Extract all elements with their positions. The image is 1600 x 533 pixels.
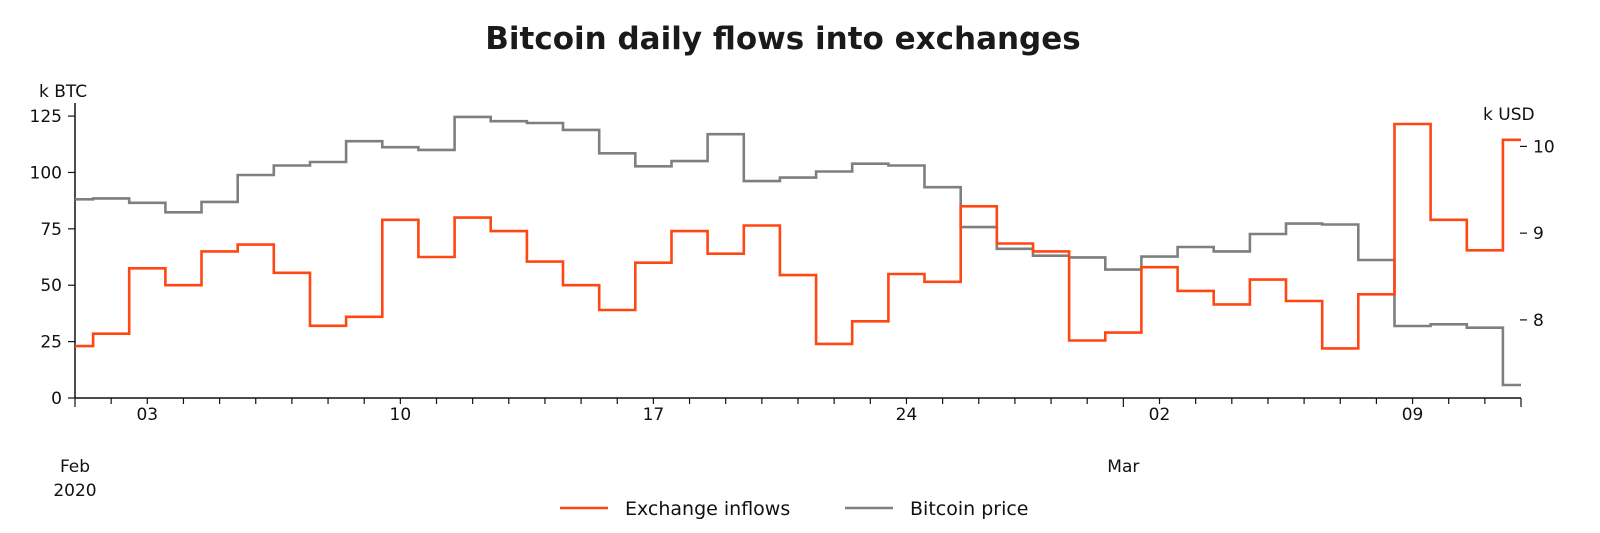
chart-title: Bitcoin daily flows into exchanges — [485, 21, 1080, 57]
x-month-label: 2020 — [53, 481, 96, 501]
y-left-tick-label: 125 — [30, 107, 62, 127]
x-tick-label: 24 — [896, 405, 918, 425]
x-tick-label: 10 — [390, 405, 412, 425]
legend: Exchange inflows Bitcoin price — [560, 498, 1028, 520]
x-month-label: Feb — [60, 457, 90, 477]
legend-label-exchange-inflows: Exchange inflows — [625, 498, 790, 520]
x-tick-label: 02 — [1149, 405, 1171, 425]
y-axis-right-label: k USD — [1483, 105, 1535, 125]
y-left-tick-label: 75 — [40, 220, 62, 240]
series-exchange-inflows — [75, 122, 1521, 350]
y-axis-left-label: k BTC — [39, 82, 87, 102]
x-tick-label: 17 — [643, 405, 665, 425]
legend-label-bitcoin-price: Bitcoin price — [910, 498, 1028, 520]
y-left-tick-label: 100 — [30, 163, 62, 183]
series-bitcoin-price — [75, 115, 1521, 387]
x-tick-label: 09 — [1402, 405, 1424, 425]
y-left-tick-label: 0 — [51, 389, 62, 409]
y-left-tick-label: 50 — [40, 276, 62, 296]
axes: 0 25 50 75 100 125 8 9 10 03 10 17 24 02 09 Feb 2020 Mar — [30, 103, 1555, 501]
y-left-tick-label: 25 — [40, 333, 62, 353]
series-layer — [75, 115, 1521, 387]
x-month-label: Mar — [1107, 457, 1139, 477]
x-tick-label: 03 — [136, 405, 158, 425]
y-right-tick-label: 9 — [1533, 224, 1544, 244]
y-right-tick-label: 8 — [1533, 311, 1544, 331]
y-right-tick-label: 10 — [1533, 137, 1555, 157]
